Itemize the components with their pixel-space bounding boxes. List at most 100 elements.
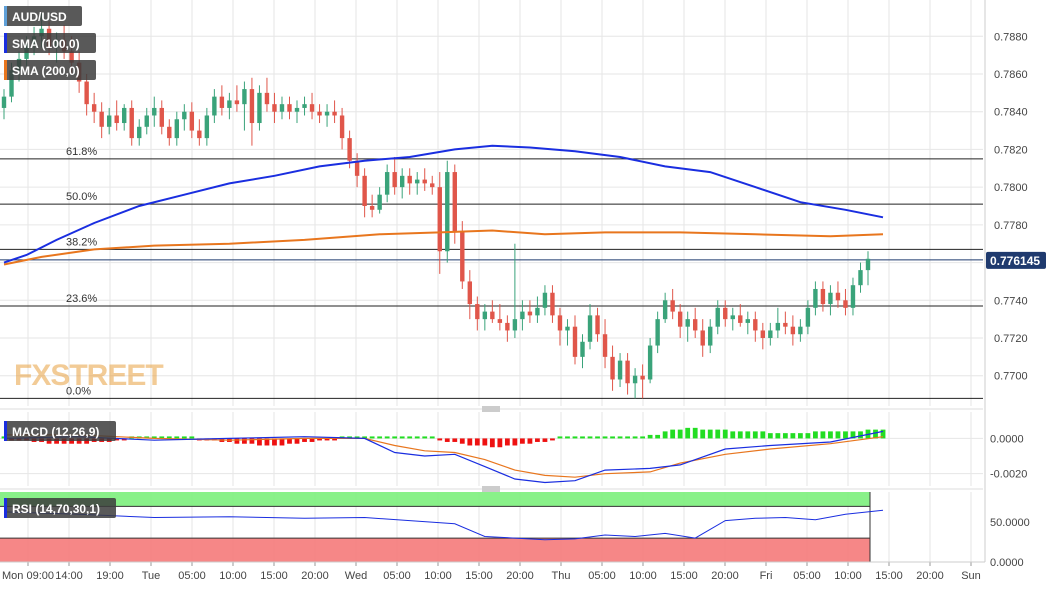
candle-body [783,322,788,327]
price-tick-label: 0.7740 [994,295,1028,307]
time-tick-label: 20:00 [711,570,739,582]
macd-histogram-bar [790,433,796,439]
time-tick-label: 15:00 [670,570,698,582]
macd-histogram-bar [670,429,676,439]
symbol-label: AUD/USD [12,10,67,24]
time-tick-label: 05:00 [588,570,616,582]
macd-histogram-bar [264,438,270,446]
time-tick-label: 05:00 [178,570,206,582]
current-price-badge: 0.776145 [986,251,1046,269]
candle [159,100,164,135]
candle [715,300,720,335]
candle [550,285,555,323]
candle [257,85,262,131]
macd-histogram-bar [655,434,661,439]
macd-histogram-bar [369,436,375,439]
candle-body [460,232,465,282]
candle [850,277,856,316]
candle-body [369,206,375,210]
sma100-swatch [4,33,7,53]
candle-body [497,319,503,323]
panel-resize-handle[interactable] [482,486,500,492]
macd-tick-label: 0.0000 [990,433,1024,445]
macd-histogram-bar [850,431,856,439]
panel-resize-handle[interactable] [482,406,500,412]
rsi-oversold-zone [0,538,870,562]
macd-histogram-bar [692,427,698,439]
fib-label: 38.2% [66,236,97,248]
candle [467,270,473,320]
candle-body [219,96,225,108]
candle-body [685,319,690,327]
candle [324,104,330,127]
macd-histogram-bar [279,438,285,446]
macd-histogram-bar [602,436,608,439]
candle-body [542,292,548,308]
candle [828,285,833,316]
fib-label: 23.6% [66,293,97,305]
candle [790,315,796,346]
time-tick-label: 15:00 [465,570,493,582]
candle-body [655,319,660,346]
candle-body [106,115,112,127]
candle-body [212,96,217,116]
macd-histogram-bar [422,436,428,439]
candle [174,111,179,146]
candle-body [550,292,555,316]
sma200-label: SMA (200,0) [12,64,80,78]
macd-histogram-bar [467,438,473,446]
time-tick-label: Tue [142,570,161,582]
time-tick-label: 20:00 [301,570,329,582]
candle [99,102,104,139]
macd-histogram-bar [813,431,818,439]
candle [167,119,172,146]
candle-body [775,322,781,331]
candle [865,251,871,286]
legend-symbol[interactable]: AUD/USD [4,6,82,26]
candle-body [535,307,540,316]
macd-histogram-bar [843,431,848,439]
candle-body [625,360,630,384]
macd-histogram-bar [474,438,480,446]
candle [309,92,315,120]
time-tick-label: 05:00 [383,570,411,582]
candle-body [723,307,728,320]
sma200-line [3,229,884,266]
candle-body [122,107,127,124]
candle-body [174,119,179,139]
panel-dividers [0,406,985,563]
legend-sma100[interactable]: SMA (100,0) [4,33,96,53]
candle-body [610,356,615,380]
candle [783,311,788,335]
candle-body [1,96,7,108]
macd-histogram-bar [234,438,240,444]
fib-label: 0.0% [66,385,91,397]
fibonacci-levels: 61.8% 50.0% 38.2% 23.6% 0.0% [0,146,983,399]
legend-rsi[interactable]: RSI (14,70,30,1) [4,498,116,518]
candle [730,307,735,331]
candle-body [114,115,119,124]
candle [272,92,277,124]
candle-body [738,315,743,323]
macd-histogram-bar [707,429,713,439]
candle-body [332,111,337,116]
candle [362,168,367,218]
price-tick-label: 0.7820 [994,144,1028,156]
time-tick-label: Wed [345,570,367,582]
macd-label: MACD (12,26,9) [12,425,99,439]
candle [1,89,7,120]
candle [820,281,826,312]
legend-macd[interactable]: MACD (12,26,9) [4,421,116,441]
candle [753,311,758,342]
candle [565,319,570,346]
macd-histogram-bar [722,429,728,439]
legend-sma200[interactable]: SMA (200,0) [4,60,96,80]
candle-body [647,345,653,380]
fib-label: 50.0% [66,191,97,203]
candle [399,168,405,199]
candle-body [602,334,608,357]
macd-histogram-bar [828,431,833,439]
macd-histogram-bar [61,438,67,444]
candle-body [813,288,818,308]
price-tick-label: 0.7780 [994,220,1028,232]
